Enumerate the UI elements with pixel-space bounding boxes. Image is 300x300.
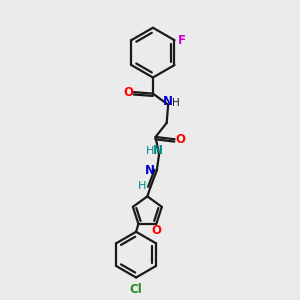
Text: H: H: [172, 98, 180, 108]
Text: N: N: [163, 95, 173, 108]
Text: Cl: Cl: [130, 283, 142, 296]
Text: O: O: [176, 133, 185, 146]
Text: H: H: [138, 182, 146, 191]
Text: N: N: [153, 145, 163, 158]
Text: O: O: [151, 224, 161, 237]
Text: O: O: [123, 85, 133, 99]
Text: N: N: [145, 164, 155, 176]
Text: H: H: [146, 146, 154, 156]
Text: F: F: [178, 34, 186, 47]
